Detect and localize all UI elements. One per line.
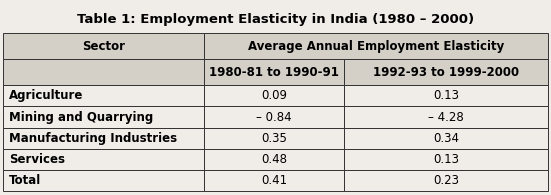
Text: Agriculture: Agriculture (9, 89, 84, 102)
Text: Total: Total (9, 174, 42, 187)
Text: 0.23: 0.23 (433, 174, 460, 187)
Bar (344, 106, 548, 128)
Text: Mining and Quarrying: Mining and Quarrying (9, 111, 154, 123)
Bar (204, 33, 548, 59)
Bar (204, 59, 344, 85)
Bar (344, 170, 548, 191)
Text: 0.09: 0.09 (261, 89, 287, 102)
Text: Table 1: Employment Elasticity in India (1980 – 2000): Table 1: Employment Elasticity in India … (77, 13, 474, 26)
Text: Services: Services (9, 153, 66, 166)
Bar (344, 59, 548, 85)
Text: 0.35: 0.35 (261, 132, 287, 145)
Bar (204, 170, 344, 191)
Text: 0.34: 0.34 (433, 132, 460, 145)
Bar (204, 128, 344, 149)
Bar (204, 149, 344, 170)
Bar (204, 106, 344, 128)
Text: Average Annual Employment Elasticity: Average Annual Employment Elasticity (248, 40, 504, 53)
Text: 0.13: 0.13 (433, 89, 460, 102)
Text: 0.13: 0.13 (433, 153, 460, 166)
Bar (204, 85, 344, 106)
Text: – 0.84: – 0.84 (256, 111, 292, 123)
Bar (3, 59, 204, 85)
Text: 0.48: 0.48 (261, 153, 287, 166)
Bar (344, 128, 548, 149)
Bar (3, 128, 204, 149)
Text: – 4.28: – 4.28 (429, 111, 464, 123)
Text: 1980-81 to 1990-91: 1980-81 to 1990-91 (209, 66, 339, 79)
Text: Manufacturing Industries: Manufacturing Industries (9, 132, 177, 145)
Bar (3, 170, 204, 191)
Bar (3, 33, 204, 59)
Text: 0.41: 0.41 (261, 174, 287, 187)
Text: Sector: Sector (82, 40, 125, 53)
Bar (3, 85, 204, 106)
Bar (3, 106, 204, 128)
Bar (3, 149, 204, 170)
Bar (344, 149, 548, 170)
Bar (344, 85, 548, 106)
Text: 1992-93 to 1999-2000: 1992-93 to 1999-2000 (373, 66, 520, 79)
